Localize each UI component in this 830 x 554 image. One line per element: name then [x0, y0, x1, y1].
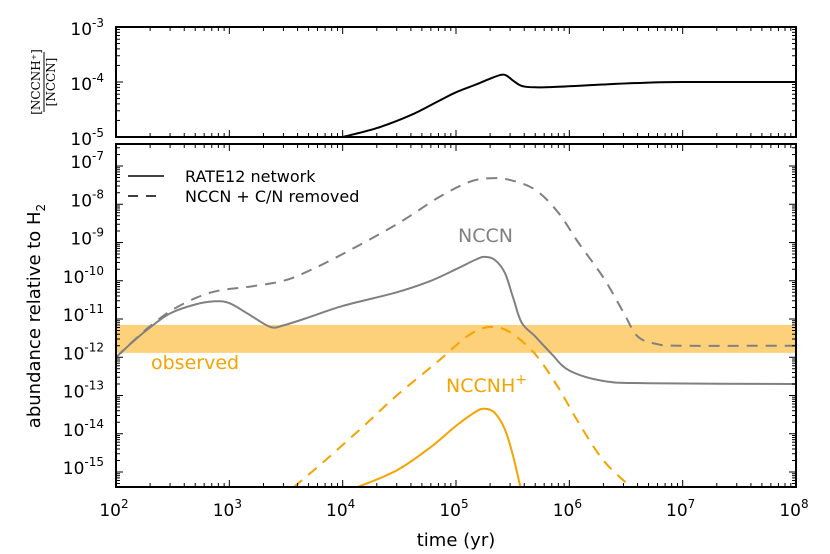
nccn-removed-line: [116, 177, 796, 359]
tick-label-exponent: -4: [92, 71, 104, 85]
y-tick-label: 10-14: [63, 417, 104, 441]
annotation-nccnh-sup: +: [515, 372, 527, 388]
tick-label-exponent: -7: [92, 149, 104, 163]
tick-label-base: 10: [70, 75, 92, 95]
tick-label-exponent: 5: [461, 497, 469, 511]
tick-label-exponent: 4: [348, 497, 356, 511]
x-tick-label: 107: [666, 497, 695, 521]
x-tick-label: 102: [99, 497, 128, 521]
tick-label-exponent: -15: [84, 455, 104, 469]
tick-label-exponent: -3: [92, 16, 104, 30]
legend-label-removed: NCCN + C/N removed: [185, 187, 359, 206]
tick-label-base: 10: [63, 268, 85, 288]
x-tick-label: 103: [213, 497, 242, 521]
tick-label-base: 10: [63, 306, 85, 326]
tick-label-exponent: -11: [84, 302, 104, 316]
y-tick-label: 10-7: [70, 149, 104, 173]
tick-label-base: 10: [666, 501, 688, 521]
tick-label-base: 10: [63, 383, 85, 403]
tick-label-exponent: -9: [92, 226, 104, 240]
y-axis-title-subscript: 2: [34, 204, 48, 212]
top-y-tick-label: 10-3: [70, 16, 104, 40]
tick-label-base: 10: [779, 501, 801, 521]
tick-label-exponent: -5: [92, 126, 104, 140]
y-tick-label: 10-12: [63, 340, 104, 364]
top-ylabel: [NCCNH⁺] [NCCN]: [29, 49, 58, 115]
x-tick-label: 105: [439, 497, 468, 521]
x-tick-label: 108: [779, 497, 808, 521]
tick-label-base: 10: [70, 153, 92, 173]
top-panel: 10-310-410-5 [NCCNH⁺] [NCCN]: [29, 16, 797, 150]
x-tick-label: 104: [326, 497, 355, 521]
tick-label-base: 10: [439, 501, 461, 521]
y-tick-label: 10-10: [63, 264, 104, 288]
x-axis-title: time (yr): [417, 530, 496, 551]
tick-label-base: 10: [70, 20, 92, 40]
annotation-nccn: NCCN: [458, 225, 513, 247]
nccnh-rate12-line: [357, 407, 522, 487]
ratio-numerator: [NCCNH⁺]: [29, 49, 43, 115]
nccn-rate12-line: [116, 255, 796, 385]
tick-label-exponent: -12: [84, 340, 104, 354]
tick-label-base: 10: [70, 191, 92, 211]
nccnh-removed-line: [293, 325, 632, 487]
y-axis-title: abundance relative to H2: [24, 204, 48, 428]
tick-label-base: 10: [63, 421, 85, 441]
tick-label-exponent: -14: [84, 417, 104, 431]
tick-label-base: 10: [70, 230, 92, 250]
bottom-panel: 10-710-810-910-1010-1110-1210-1310-1410-…: [24, 143, 809, 551]
ratio-series-line: [342, 73, 796, 137]
tick-label-exponent: 3: [234, 497, 242, 511]
tick-label-exponent: -10: [84, 264, 104, 278]
tick-label-exponent: 8: [801, 497, 809, 511]
annotation-nccnh-text: NCCNH: [446, 375, 515, 397]
y-tick-label: 10-13: [63, 379, 104, 403]
y-tick-label: 10-15: [63, 455, 104, 479]
y-axis-title-main: abundance relative to H: [24, 211, 45, 428]
tick-label-base: 10: [99, 501, 121, 521]
legend: RATE12 network NCCN + C/N removed: [128, 167, 359, 206]
tick-label-exponent: 6: [574, 497, 582, 511]
tick-label-base: 10: [213, 501, 235, 521]
tick-label-exponent: -13: [84, 379, 104, 393]
observed-band: [116, 324, 796, 353]
legend-label-rate12: RATE12 network: [185, 167, 316, 186]
y-tick-label: 10-8: [70, 187, 104, 211]
x-tick-label: 106: [553, 497, 582, 521]
annotation-observed: observed: [151, 352, 239, 374]
annotation-nccnh-plus: NCCNH+: [446, 372, 527, 397]
tick-label-base: 10: [326, 501, 348, 521]
top-y-tick-label: 10-5: [70, 126, 104, 150]
tick-label-base: 10: [553, 501, 575, 521]
top-y-tick-label: 10-4: [70, 71, 104, 95]
tick-label-exponent: 2: [121, 497, 129, 511]
y-tick-label: 10-9: [70, 226, 104, 250]
tick-label-base: 10: [63, 459, 85, 479]
tick-label-base: 10: [63, 344, 85, 364]
ratio-denominator: [NCCN]: [44, 58, 58, 107]
tick-label-exponent: -8: [92, 187, 104, 201]
y-tick-label: 10-11: [63, 302, 104, 326]
tick-label-base: 10: [70, 130, 92, 150]
tick-label-exponent: 7: [688, 497, 696, 511]
